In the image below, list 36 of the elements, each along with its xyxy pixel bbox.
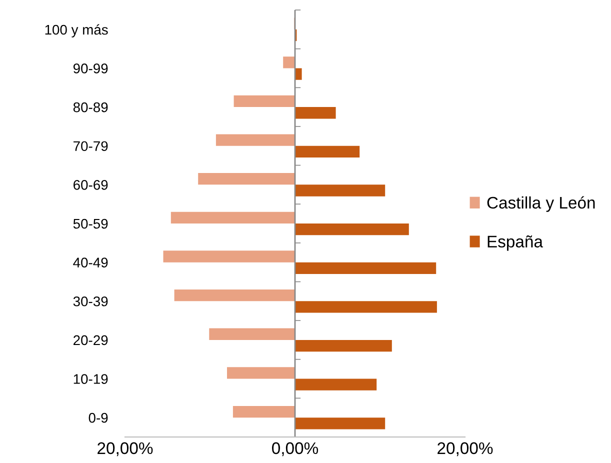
bar bbox=[295, 418, 386, 430]
bar bbox=[232, 406, 295, 418]
bar bbox=[283, 56, 295, 68]
bar bbox=[163, 250, 295, 262]
y-tick-label: 80-89 bbox=[73, 102, 108, 112]
bar bbox=[295, 184, 386, 196]
bar bbox=[174, 289, 295, 302]
bar bbox=[295, 301, 437, 313]
bar bbox=[216, 134, 295, 146]
bar bbox=[295, 224, 409, 236]
x-tick-label: 20,00% bbox=[438, 442, 493, 456]
bar bbox=[295, 340, 392, 352]
bar bbox=[295, 68, 302, 80]
y-tick-label: 70-79 bbox=[74, 141, 108, 152]
bar bbox=[227, 367, 295, 379]
y-tick-label: 10-19 bbox=[74, 374, 108, 384]
bar bbox=[295, 262, 436, 274]
bar bbox=[209, 328, 295, 340]
y-tick-label: 40-49 bbox=[73, 258, 108, 268]
bar bbox=[295, 146, 360, 158]
bar bbox=[198, 173, 295, 185]
bar bbox=[295, 107, 336, 119]
y-tick-label: 90-99 bbox=[73, 64, 108, 74]
bar bbox=[170, 212, 295, 224]
y-tick-label: 100 y más bbox=[45, 24, 108, 38]
y-tick-label: 50-59 bbox=[73, 218, 108, 229]
y-tick-label: 0-9 bbox=[88, 412, 108, 423]
y-tick-label: 20-29 bbox=[74, 335, 108, 346]
bar bbox=[234, 95, 295, 108]
bar bbox=[295, 378, 377, 390]
y-tick-label: 60-69 bbox=[74, 180, 108, 190]
y-tick-label: 30-39 bbox=[73, 296, 108, 306]
x-tick-label: 20,00% bbox=[98, 442, 153, 456]
legend-label: Castilla y León bbox=[487, 196, 595, 212]
legend-label: España bbox=[488, 235, 543, 251]
x-tick-label: 0,00% bbox=[272, 442, 318, 456]
